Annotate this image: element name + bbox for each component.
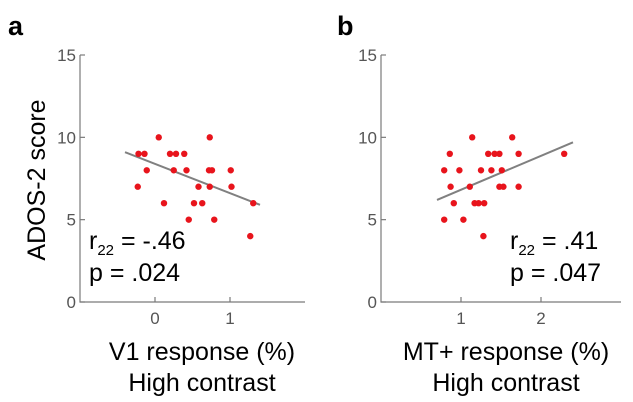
data-point-b xyxy=(515,150,522,157)
data-point-a xyxy=(195,183,202,190)
data-point-a xyxy=(134,183,141,190)
data-point-a xyxy=(170,167,177,174)
data-point-b xyxy=(496,150,503,157)
regression-line-a xyxy=(124,151,261,206)
data-point-a xyxy=(199,200,206,207)
data-point-b xyxy=(460,216,467,223)
y-tick-label-a: 10 xyxy=(57,128,76,147)
y-tick-label-b: 10 xyxy=(358,128,377,147)
data-point-a xyxy=(141,150,148,157)
x-axis-sublabel-b: High contrast xyxy=(432,369,579,397)
data-point-a xyxy=(206,183,213,190)
data-point-a xyxy=(160,200,168,207)
data-point-b xyxy=(481,200,488,207)
stat-p-a: p = .024 xyxy=(89,259,180,287)
data-point-b xyxy=(441,216,448,223)
data-point-a xyxy=(185,216,192,223)
y-tick-label-b: 5 xyxy=(368,211,377,230)
y-tick-label-a: 0 xyxy=(67,293,76,312)
panel-letter-b: b xyxy=(337,11,354,41)
data-point-a xyxy=(181,150,188,157)
data-point-b xyxy=(450,200,457,207)
data-point-a xyxy=(250,200,257,207)
x-tick-label-b: 2 xyxy=(536,309,545,328)
data-point-b xyxy=(469,134,476,141)
data-point-a xyxy=(206,134,213,141)
data-point-a xyxy=(183,167,190,174)
x-tick-label-b: 1 xyxy=(456,309,465,328)
data-point-b xyxy=(447,183,454,190)
stat-r-value-b: = .41 xyxy=(535,227,598,255)
data-point-a xyxy=(190,200,198,207)
data-point-b xyxy=(509,134,516,141)
data-point-b xyxy=(485,150,492,157)
data-point-b xyxy=(500,183,507,190)
x-axis-label-a: V1 response (%) xyxy=(109,338,295,366)
stat-r-prefix-b: r xyxy=(510,227,518,255)
plot-area-b: 0 5 10 15 1 2 xyxy=(358,46,621,328)
data-point-b xyxy=(477,167,485,174)
data-point-a xyxy=(155,134,162,141)
stat-p-b: p = .047 xyxy=(510,259,601,287)
plot-area-a: 0 5 10 15 0 1 xyxy=(57,46,305,328)
stat-r-b: r22 = .41 xyxy=(510,227,598,259)
y-tick-label-b: 15 xyxy=(358,46,377,65)
data-point-b xyxy=(488,167,495,174)
data-point-a xyxy=(172,150,180,157)
data-point-a xyxy=(211,216,218,223)
data-point-a xyxy=(166,150,174,157)
panel-b: b 0 5 10 15 1 2 MT+ response (%) High contras… xyxy=(337,11,621,397)
x-axis-sublabel-a: High contrast xyxy=(128,369,275,397)
stat-r-subscript-a: 22 xyxy=(97,242,114,259)
data-point-b xyxy=(441,167,448,174)
stat-r-value-a: = -.46 xyxy=(114,227,186,255)
stat-r-subscript-b: 22 xyxy=(518,242,535,259)
stat-r-prefix-a: r xyxy=(89,227,97,255)
data-point-b xyxy=(561,150,568,157)
x-tick-label-a: 0 xyxy=(150,309,159,328)
regression-line-b xyxy=(436,141,574,201)
x-tick-label-a: 1 xyxy=(225,309,234,328)
y-axis-label: ADOS-2 score xyxy=(23,99,51,260)
data-point-b xyxy=(466,183,473,190)
y-tick-label-a: 15 xyxy=(57,46,76,65)
data-point-b xyxy=(491,150,498,157)
data-point-a xyxy=(143,167,150,174)
stat-r-a: r22 = -.46 xyxy=(89,227,186,259)
data-point-a xyxy=(135,150,142,157)
data-point-a xyxy=(247,232,254,240)
data-point-b xyxy=(480,232,487,240)
data-point-b xyxy=(456,167,463,174)
panel-letter-a: a xyxy=(8,11,24,41)
data-point-a xyxy=(227,167,234,174)
data-point-b xyxy=(446,150,453,157)
y-tick-label-a: 5 xyxy=(67,211,76,230)
data-point-a xyxy=(228,183,235,190)
x-axis-label-b: MT+ response (%) xyxy=(403,338,609,366)
data-point-b xyxy=(498,167,505,174)
data-point-b xyxy=(475,200,482,207)
data-point-b xyxy=(515,183,522,190)
y-tick-label-b: 0 xyxy=(368,293,377,312)
data-point-a xyxy=(208,167,216,174)
